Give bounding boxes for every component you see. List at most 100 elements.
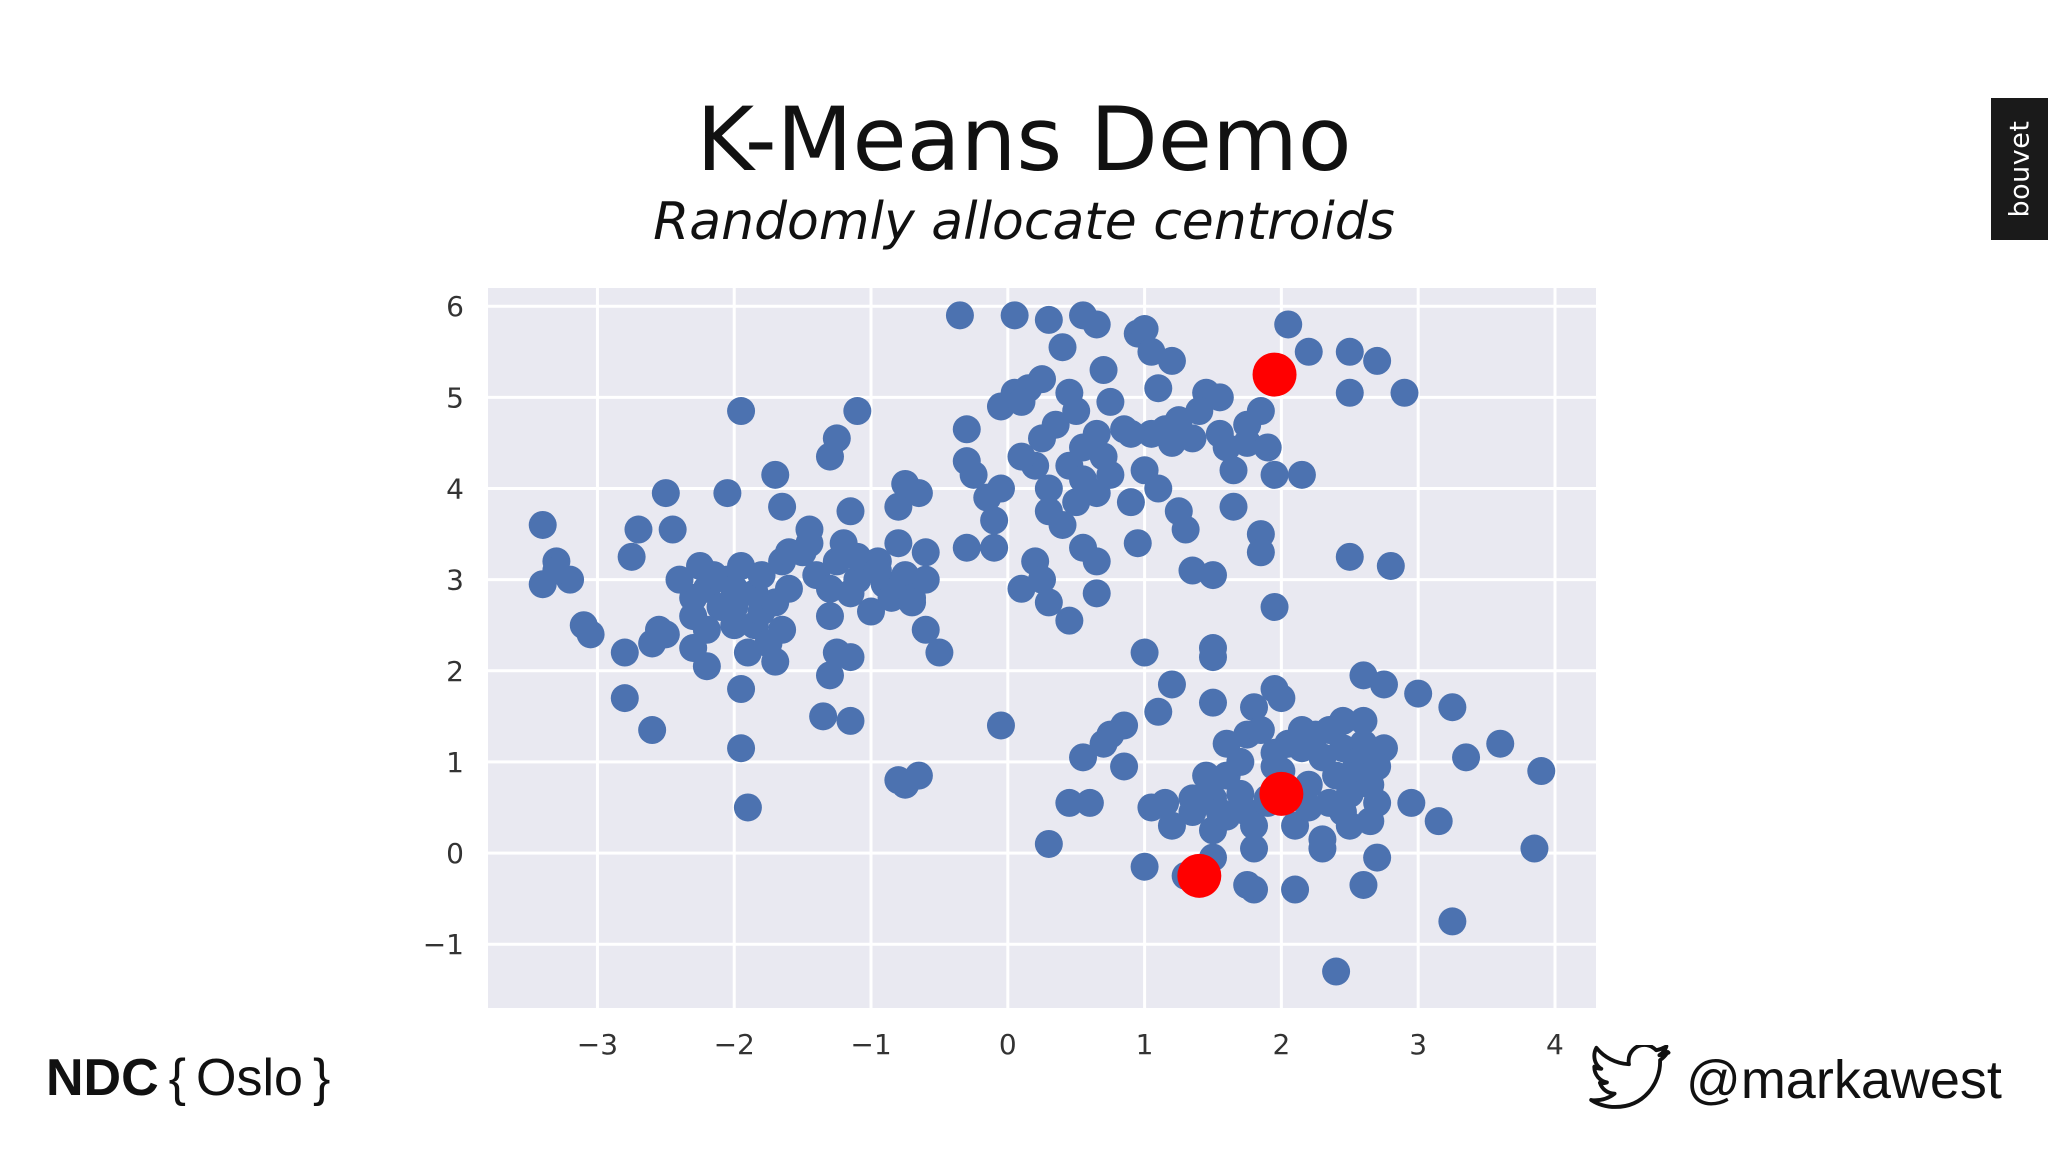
y-tick-label: 4 xyxy=(446,473,464,506)
slide-title: K-Means Demo xyxy=(696,88,1352,191)
data-point xyxy=(733,793,762,822)
slide-subtitle: Randomly allocate centroids xyxy=(653,192,1395,252)
data-point xyxy=(1233,870,1262,899)
data-point xyxy=(761,460,790,489)
data-point xyxy=(1356,807,1385,836)
data-point xyxy=(1048,510,1077,539)
centroid-marker xyxy=(1259,771,1304,816)
data-point xyxy=(1205,798,1234,827)
twitter-handle: @markawest xyxy=(1588,1042,2002,1118)
data-point xyxy=(1335,378,1364,407)
data-point xyxy=(1028,424,1056,453)
data-point xyxy=(1185,397,1214,426)
data-point xyxy=(822,424,851,453)
data-point xyxy=(1157,428,1186,457)
data-point xyxy=(1253,433,1282,462)
data-point xyxy=(815,602,844,631)
data-point xyxy=(1397,788,1426,817)
data-point xyxy=(1328,706,1357,735)
data-point xyxy=(1219,492,1248,521)
y-tick-label: 2 xyxy=(446,655,464,688)
data-point xyxy=(959,460,988,489)
data-point xyxy=(1438,907,1467,936)
data-point xyxy=(1240,693,1269,722)
data-point xyxy=(1110,415,1139,444)
data-point xyxy=(1130,852,1159,881)
data-point xyxy=(809,702,838,731)
data-point xyxy=(720,574,749,603)
data-point xyxy=(1171,515,1200,544)
data-point xyxy=(986,711,1015,740)
data-point xyxy=(1069,743,1098,772)
data-point xyxy=(1007,387,1036,416)
data-point xyxy=(727,397,756,426)
data-point xyxy=(1349,870,1378,899)
data-point xyxy=(528,510,557,539)
x-tick-label: −3 xyxy=(577,1028,618,1061)
conference-logo: NDC { Oslo } xyxy=(46,1048,330,1118)
data-point xyxy=(980,533,1009,562)
data-point xyxy=(911,615,940,644)
data-point xyxy=(658,515,687,544)
data-point xyxy=(727,675,756,704)
data-point xyxy=(1335,542,1364,571)
data-point xyxy=(843,397,872,426)
data-point xyxy=(1520,834,1549,863)
data-point xyxy=(986,474,1015,503)
data-point xyxy=(1157,670,1186,699)
conference-name: NDC xyxy=(46,1049,159,1107)
data-point xyxy=(1376,551,1405,580)
data-point xyxy=(1157,346,1186,375)
data-point xyxy=(1390,378,1419,407)
data-point xyxy=(1144,697,1173,726)
data-point xyxy=(1274,310,1303,339)
y-tick-label: 6 xyxy=(446,290,464,323)
conference-close-brace: } xyxy=(312,1049,331,1107)
data-point xyxy=(911,565,940,594)
data-point xyxy=(1123,529,1152,558)
y-tick-label: 5 xyxy=(446,381,464,414)
x-tick-label: 3 xyxy=(1409,1028,1427,1061)
data-point xyxy=(904,479,933,508)
data-point xyxy=(1308,825,1337,854)
data-point xyxy=(1151,788,1180,817)
data-point xyxy=(1198,688,1227,717)
data-point xyxy=(1096,460,1125,489)
data-point xyxy=(768,615,797,644)
data-point xyxy=(1294,337,1323,366)
brand-tab: bouvet xyxy=(1991,98,2048,240)
data-point xyxy=(884,492,913,521)
x-tick-label: 0 xyxy=(999,1028,1017,1061)
conference-open-brace: { xyxy=(168,1049,187,1107)
data-point xyxy=(1096,387,1125,416)
x-tick-label: 4 xyxy=(1546,1028,1564,1061)
data-point xyxy=(747,561,776,590)
data-point xyxy=(1322,957,1351,986)
data-point xyxy=(638,716,667,745)
data-point xyxy=(1075,788,1104,817)
data-point xyxy=(651,479,680,508)
data-point xyxy=(617,542,646,571)
data-point xyxy=(836,579,865,608)
data-point xyxy=(768,492,797,521)
data-point xyxy=(911,538,940,567)
centroid-marker xyxy=(1177,853,1222,898)
data-point xyxy=(1178,798,1207,827)
data-point xyxy=(898,588,927,617)
y-tick-label: 3 xyxy=(446,564,464,597)
data-point xyxy=(836,706,865,735)
x-tick-label: −2 xyxy=(714,1028,755,1061)
data-point xyxy=(1452,743,1481,772)
data-point xyxy=(1424,807,1453,836)
data-point xyxy=(1034,305,1063,334)
data-point xyxy=(1034,829,1063,858)
data-point xyxy=(1192,761,1221,790)
data-point xyxy=(884,529,913,558)
conference-city: Oslo xyxy=(196,1049,303,1107)
twitter-bird-icon xyxy=(1589,1045,1671,1109)
data-point xyxy=(1363,346,1392,375)
data-point xyxy=(795,529,824,558)
y-tick-label: −1 xyxy=(423,928,464,961)
data-point xyxy=(1486,729,1515,758)
data-point xyxy=(576,620,605,649)
